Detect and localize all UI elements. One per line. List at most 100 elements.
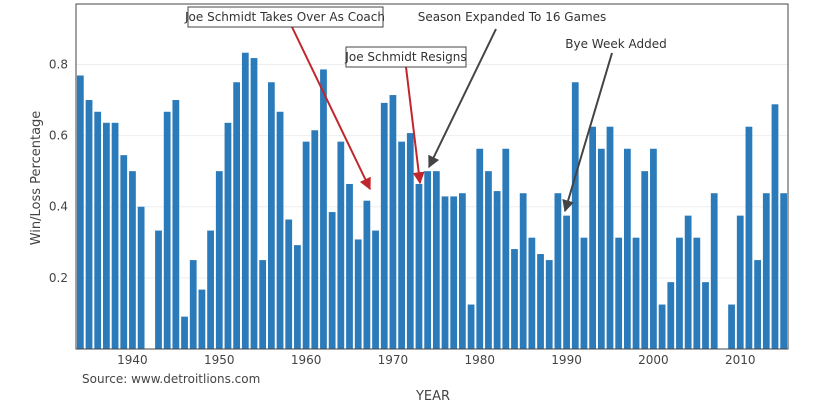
bar-1936	[94, 111, 102, 350]
bar-1990	[563, 215, 570, 349]
bar-1985	[519, 193, 527, 349]
bar-1977	[450, 196, 458, 349]
bar-1941	[137, 206, 145, 349]
bar-1967	[363, 200, 371, 349]
annotation-schmidt-coach: Joe Schmidt Takes Over As Coach	[184, 10, 385, 24]
bar-1986	[528, 237, 536, 349]
y-axis-title: Win/Loss Percentage	[29, 111, 44, 246]
bar-2000	[650, 148, 657, 349]
bar-1971	[398, 141, 405, 349]
annotation-arrow-bye-week	[562, 52, 613, 213]
bar-2004	[684, 215, 692, 349]
x-tick-labels: 1940 1950 1960 1970 1980 1990 2000 2010	[117, 353, 755, 367]
bar-2012	[754, 260, 761, 349]
bar-2002	[667, 282, 675, 349]
bar-1953	[241, 52, 249, 349]
bar-1945	[172, 100, 180, 349]
x-tick-1990: 1990	[551, 353, 582, 367]
bar-1943	[155, 230, 162, 349]
x-tick-1970: 1970	[378, 353, 409, 367]
bar-1950	[215, 171, 223, 349]
x-tick-1980: 1980	[464, 353, 495, 367]
bar-1983	[502, 148, 510, 349]
bar-2009	[728, 304, 735, 349]
bar-1969	[380, 102, 388, 350]
bar-1999	[641, 171, 649, 349]
bar-1963	[328, 212, 336, 349]
bar-1988	[545, 260, 553, 349]
bar-1996	[615, 237, 623, 349]
annotation-box-schmidt-coach	[187, 6, 384, 28]
bar-1937	[103, 122, 110, 349]
y-tick-labels: 0.2 0.4 0.6 0.8	[49, 57, 68, 284]
bar-1984	[511, 249, 518, 349]
source-note: Source: www.detroitlions.com	[82, 372, 260, 386]
bar-2011	[745, 126, 753, 350]
y-tick-0.8: 0.8	[49, 57, 68, 71]
bar-1961	[311, 130, 319, 349]
bar-2005	[693, 237, 701, 349]
x-tick-2000: 2000	[638, 353, 669, 367]
annotation-season-16-games: Season Expanded To 16 Games	[418, 10, 607, 24]
bar-1972	[406, 133, 414, 349]
bar-1992	[580, 237, 588, 349]
bar-1958	[285, 219, 293, 349]
bar-1959	[294, 245, 301, 349]
bar-1940	[129, 171, 136, 349]
annotation-bye-week: Bye Week Added	[565, 37, 666, 51]
y-tick-0.6: 0.6	[49, 129, 68, 143]
bar-1946	[181, 316, 188, 349]
bar-1982	[493, 191, 501, 349]
annotation-schmidt-resigns: Joe Schmidt Resigns	[344, 50, 466, 64]
bar-1968	[372, 230, 379, 349]
bar-1934	[76, 75, 84, 350]
x-tick-2010: 2010	[725, 353, 756, 367]
bar-1948	[198, 289, 206, 349]
bar-2006	[702, 282, 709, 349]
bar-1938	[111, 122, 119, 349]
bar-1965	[346, 183, 353, 349]
bar-1944	[163, 111, 171, 350]
bar-1979	[467, 304, 475, 349]
plot-frame	[75, 3, 789, 350]
bar-1935	[85, 100, 93, 349]
bar-1951	[224, 122, 232, 349]
bar-1978	[459, 193, 466, 349]
bar-1954	[250, 58, 258, 349]
bar-1960	[302, 141, 310, 349]
bar-2007	[710, 193, 718, 349]
bar-1980	[476, 148, 484, 349]
bar-1964	[337, 141, 345, 349]
bar-1939	[120, 155, 128, 349]
y-tick-0.2: 0.2	[49, 271, 68, 285]
bar-1976	[441, 196, 449, 349]
bar-1994	[597, 148, 605, 349]
bar-2013	[762, 193, 770, 349]
bar-1995	[606, 126, 614, 350]
annotations: Joe Schmidt Takes Over As Coach Joe Schm…	[184, 6, 667, 213]
bar-1957	[276, 111, 284, 350]
bar-2010	[736, 215, 744, 349]
bar-1947	[189, 260, 197, 349]
bar-2015	[780, 193, 788, 349]
bars	[76, 52, 788, 350]
bar-1987	[537, 254, 544, 349]
bar-1956	[267, 82, 275, 349]
bar-1974	[424, 171, 432, 349]
x-axis-title: YEAR	[415, 389, 450, 404]
annotation-arrow-season-16	[428, 28, 497, 169]
x-tick-1940: 1940	[117, 353, 148, 367]
annotation-box-schmidt-resigns	[345, 46, 467, 68]
bar-2003	[676, 237, 683, 349]
bar-1970	[389, 95, 397, 349]
bar-1973	[415, 183, 423, 349]
bar-1997	[623, 148, 631, 349]
bar-1949	[207, 230, 214, 349]
bar-1966	[354, 239, 362, 349]
bar-1991	[571, 82, 579, 349]
x-tick-1950: 1950	[204, 353, 235, 367]
bar-2014	[771, 104, 779, 349]
bar-1998	[632, 237, 640, 349]
